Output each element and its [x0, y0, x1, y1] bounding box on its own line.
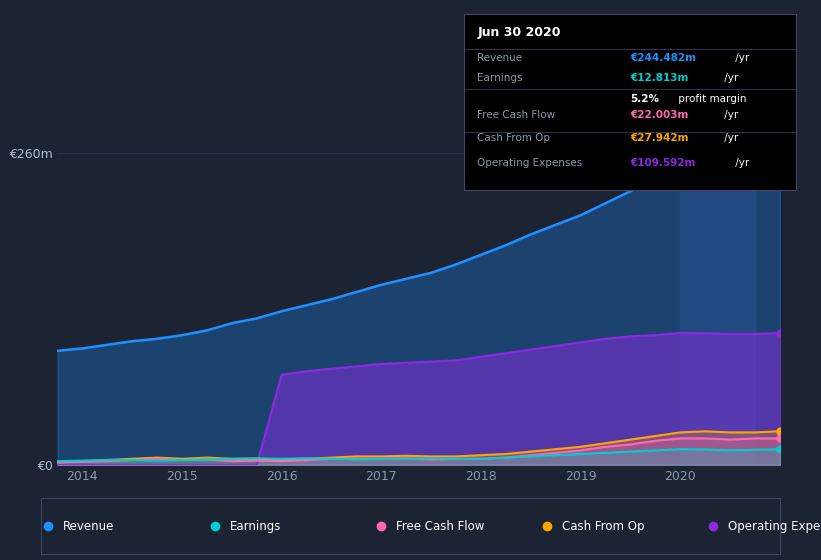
Text: €244.482m: €244.482m [631, 53, 696, 63]
Text: /yr: /yr [721, 110, 738, 119]
Text: Earnings: Earnings [477, 73, 523, 83]
Text: 5.2%: 5.2% [631, 94, 659, 104]
Text: Cash From Op: Cash From Op [477, 133, 550, 143]
Text: €12.813m: €12.813m [631, 73, 689, 83]
Text: €27.942m: €27.942m [631, 133, 689, 143]
Text: Earnings: Earnings [229, 520, 281, 533]
Text: profit margin: profit margin [676, 94, 747, 104]
Text: /yr: /yr [732, 53, 749, 63]
Text: /yr: /yr [732, 158, 749, 168]
Text: Revenue: Revenue [477, 53, 522, 63]
Text: /yr: /yr [721, 133, 738, 143]
Text: /yr: /yr [721, 73, 738, 83]
Text: Operating Expenses: Operating Expenses [728, 520, 821, 533]
Text: Revenue: Revenue [63, 520, 115, 533]
Text: Operating Expenses: Operating Expenses [477, 158, 582, 168]
Text: Free Cash Flow: Free Cash Flow [477, 110, 555, 119]
Bar [681, 129, 755, 465]
Text: Cash From Op: Cash From Op [562, 520, 644, 533]
Text: €109.592m: €109.592m [631, 158, 695, 168]
Text: €22.003m: €22.003m [631, 110, 689, 119]
Text: Free Cash Flow: Free Cash Flow [396, 520, 484, 533]
Text: Jun 30 2020: Jun 30 2020 [477, 26, 561, 39]
